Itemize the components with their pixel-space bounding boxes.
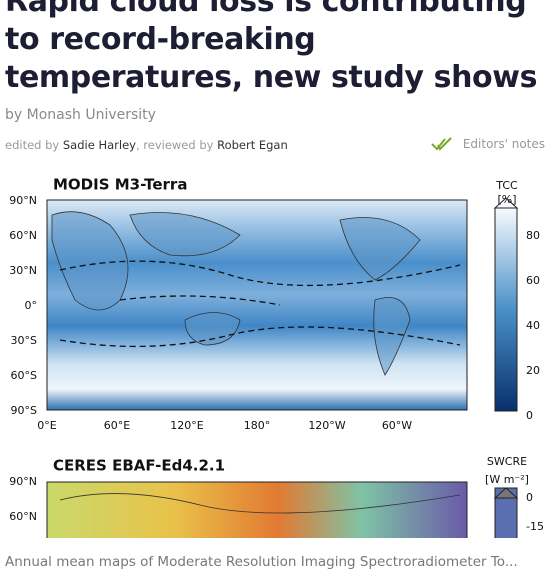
y-axis-label: 60°N xyxy=(9,229,37,242)
colorbar-label: TCC xyxy=(495,179,518,192)
y-axis-label: 30°S xyxy=(11,334,37,347)
x-axis-label: 60°E xyxy=(104,419,130,432)
byline-source[interactable]: Monash University xyxy=(26,107,156,123)
x-axis-label: 180° xyxy=(244,419,271,432)
x-axis-label: 0°E xyxy=(37,419,56,432)
reviewer[interactable]: Robert Egan xyxy=(217,138,288,152)
contour-lines xyxy=(59,260,461,348)
colorbar-tick-label: 80 xyxy=(526,229,540,242)
colorbar-tick-label: 60 xyxy=(526,274,540,287)
continents xyxy=(51,211,421,376)
colorbar xyxy=(494,207,518,412)
editor[interactable]: Sadie Harley xyxy=(62,138,136,152)
figure: 90°N 60°N 0 -15 MODIS M3-Terra 90°N 60°N 30°N 0… xyxy=(9,176,544,538)
y-axis-label: 30°N xyxy=(9,264,37,277)
colorbar-label: [%] xyxy=(497,193,516,206)
headline-line: to record-breaking xyxy=(5,22,316,57)
map-panel xyxy=(46,481,468,538)
figure-caption: Annual mean maps of Moderate Resolution … xyxy=(5,554,518,570)
colorbar-tick-label: 40 xyxy=(526,319,540,332)
y-axis-label: 90°S xyxy=(11,404,37,417)
colorbar-tick-label: -15 xyxy=(526,520,544,533)
panel-title: MODIS M3-Terra xyxy=(53,176,187,194)
coastline xyxy=(59,493,461,514)
editorial-credits: edited by Sadie Harley, reviewed by Robe… xyxy=(5,138,288,152)
panel-title: CERES EBAF-Ed4.2.1 xyxy=(53,457,225,475)
byline: by Monash University xyxy=(5,107,156,123)
x-axis-label: 120°E xyxy=(170,419,203,432)
headline-line: Rapid cloud loss is contributing xyxy=(5,0,527,19)
edited-prefix: edited by xyxy=(5,138,60,152)
colorbar-tick-label: 0 xyxy=(526,491,533,504)
reviewed-prefix: , reviewed by xyxy=(135,138,214,152)
check-icon xyxy=(431,137,452,151)
y-axis-label: 90°N xyxy=(9,475,37,488)
editors-notes-label[interactable]: Editors' notes xyxy=(462,137,545,151)
colorbar-tick-label: 0 xyxy=(526,409,533,422)
editors-notes[interactable]: Editors' notes xyxy=(431,137,545,151)
headline-line: temperatures, new study shows xyxy=(5,60,538,95)
x-axis-label: 60°W xyxy=(382,419,412,432)
colorbar-label: SWCRE xyxy=(487,455,527,468)
y-axis-label: 0° xyxy=(25,299,38,312)
colorbar-arrow xyxy=(493,487,519,499)
panel-2: 90°N 60°N 0 -15 xyxy=(9,475,544,538)
colorbar-label: [W m⁻²] xyxy=(485,473,529,486)
colorbar-arrow xyxy=(493,197,519,209)
y-axis-label: 60°S xyxy=(11,369,37,382)
y-axis-label: 60°N xyxy=(9,510,37,523)
x-axis-label: 120°W xyxy=(308,419,345,432)
colorbar-tick-label: 20 xyxy=(526,364,540,377)
byline-prefix: by xyxy=(5,107,23,123)
headline: Rapid cloud loss is contributing to reco… xyxy=(5,0,537,97)
y-axis-label: 90°N xyxy=(9,194,37,207)
